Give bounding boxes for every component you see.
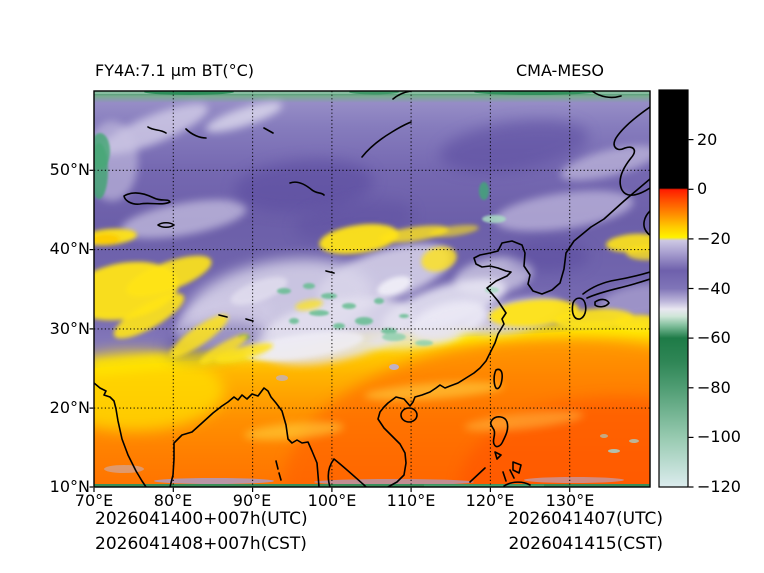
- cb-tick-n100: −100: [697, 427, 741, 446]
- axes-frame: [93, 90, 651, 488]
- cb-tick-n80: −80: [697, 378, 731, 397]
- valid-time-utc: 2026041407(UTC): [507, 509, 663, 529]
- x-tick-70e: 70°E: [74, 491, 114, 510]
- cb-tick-n20: −20: [697, 229, 731, 248]
- plot-title-right: CMA-MESO: [515, 61, 604, 80]
- cb-tick-20: 20: [697, 130, 718, 149]
- yellow-bt-band: [94, 224, 650, 364]
- map-axes: [89, 90, 651, 492]
- x-tick-80e: 80°E: [153, 491, 193, 510]
- y-tick-20n: 20°N: [49, 398, 90, 417]
- cb-tick-0: 0: [697, 179, 708, 198]
- y-tick-30n: 30°N: [49, 319, 90, 338]
- init-time-utc: 2026041400+007h(UTC): [95, 509, 308, 529]
- x-tick-120e: 120°E: [465, 491, 515, 510]
- cb-tick-n40: −40: [697, 279, 731, 298]
- coastlines: [94, 91, 650, 487]
- green-speckles: [238, 215, 506, 346]
- init-time-cst: 2026041408+007h(CST): [95, 534, 307, 554]
- x-tick-110e: 110°E: [386, 491, 436, 510]
- axis-ticks: [89, 169, 571, 492]
- cb-tick-n120: −120: [697, 477, 741, 496]
- x-tick-90e: 90°E: [232, 491, 272, 510]
- gridlines: [94, 91, 650, 487]
- y-tick-10n: 10°N: [49, 477, 90, 496]
- y-tick-50n: 50°N: [49, 160, 90, 179]
- y-tick-40n: 40°N: [49, 239, 90, 258]
- plot-title-left: FY4A:7.1 μm BT(°C): [95, 61, 254, 80]
- x-tick-100e: 100°E: [307, 491, 357, 510]
- colorbar: [658, 89, 694, 488]
- bt-field-art: [94, 91, 650, 487]
- colorbar-ticks: [688, 139, 694, 488]
- valid-time-cst: 2026041415(CST): [508, 534, 663, 554]
- x-tick-130e: 130°E: [545, 491, 595, 510]
- cb-tick-n60: −60: [697, 328, 731, 347]
